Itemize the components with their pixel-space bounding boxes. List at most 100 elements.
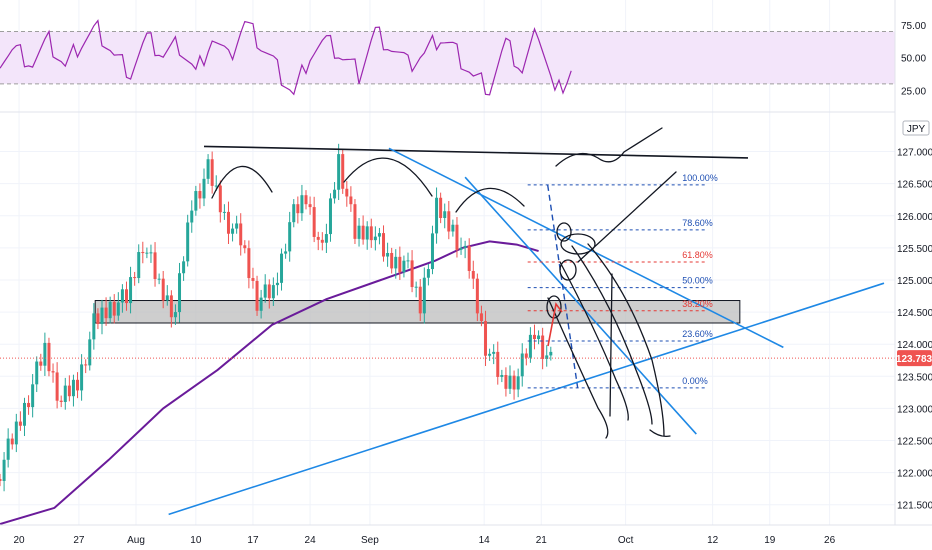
fib-level-label: 0.00% [682, 376, 708, 386]
candle-body [349, 196, 353, 205]
candle-body [59, 400, 63, 402]
candle-body [382, 233, 386, 257]
candle-body [288, 222, 292, 252]
candle-body [88, 339, 92, 366]
candle-body [153, 252, 157, 280]
fib-level-label: 38.20% [682, 299, 713, 309]
candle-body [129, 277, 133, 304]
candle-body [10, 438, 14, 445]
candle-body [35, 361, 39, 385]
candle-body [545, 355, 549, 359]
scenario-path-4 [587, 243, 665, 437]
candle-body [386, 252, 390, 257]
candle-body [471, 270, 475, 279]
price-tick-label: 123.500 [897, 372, 932, 383]
price-tick-label: 126.500 [897, 180, 932, 191]
candle-body [390, 252, 394, 269]
candle-body [198, 191, 202, 199]
candle-body [439, 197, 443, 218]
time-tick-label: 26 [824, 535, 836, 546]
candle-body [47, 342, 51, 372]
candle-body [369, 226, 373, 241]
time-tick-label: 24 [305, 535, 317, 546]
candle-body [202, 178, 206, 199]
candle-body [0, 479, 2, 481]
candle-body [194, 191, 198, 211]
candle-body [31, 384, 35, 408]
candle-body [443, 211, 447, 218]
candle-body [549, 351, 553, 356]
candle-body [532, 334, 536, 340]
candle-body [226, 211, 230, 234]
candle-body [161, 278, 165, 301]
candle-body [141, 252, 145, 254]
red-projection-arrow [547, 302, 563, 347]
candle-body [512, 375, 516, 390]
candle-body [255, 280, 259, 311]
candle-body [108, 301, 112, 319]
time-tick-label: 27 [73, 535, 85, 546]
candle-body [120, 289, 124, 303]
rsi-tick-label: 25.00 [901, 86, 926, 97]
candle-body [492, 351, 496, 354]
candle-body [479, 313, 483, 322]
rsi-axis-ticks: 75.00 50.00 25.00 [901, 21, 926, 97]
symbol-badge[interactable]: JPY [902, 120, 930, 136]
time-tick-label: 20 [13, 535, 25, 546]
fib-level-label: 100.00% [682, 173, 718, 183]
price-tick-label: 126.000 [897, 212, 932, 223]
candle-body [84, 364, 88, 366]
candle-body [475, 278, 479, 314]
candle-body [2, 459, 6, 481]
trendline [464, 176, 697, 435]
price-tick-label: 124.500 [897, 308, 932, 319]
candle-body [414, 286, 418, 288]
candle-body [520, 353, 524, 377]
time-tick-label: 12 [707, 535, 719, 546]
candle-body [337, 154, 341, 190]
circle-annotation-4 [556, 222, 572, 242]
price-tick-label: 122.000 [897, 469, 932, 480]
candle-body [51, 371, 55, 373]
support-zone [94, 300, 741, 324]
candle-body [239, 223, 243, 246]
candle-body [43, 342, 47, 366]
candle-body [422, 277, 426, 314]
rsi-tick-label: 75.00 [901, 21, 926, 32]
resistance-line [203, 145, 749, 159]
candle-body [63, 385, 67, 402]
time-tick-label: 19 [764, 535, 776, 546]
price-tick-label: 125.000 [897, 276, 932, 287]
candle-body [308, 204, 312, 208]
price-tick-label: 122.500 [897, 437, 932, 448]
candle-body [67, 385, 71, 397]
candle-body [222, 211, 226, 213]
time-tick-label: 10 [190, 535, 202, 546]
candle-body [39, 361, 43, 366]
candle-body [373, 236, 377, 241]
candles [0, 143, 553, 492]
candle-body [14, 421, 18, 445]
trendline [388, 147, 784, 349]
candle-body [284, 251, 288, 254]
candle-body [447, 211, 451, 232]
candle-body [206, 159, 210, 179]
last-price-tag: 123.783 [896, 350, 932, 367]
candle-body [541, 335, 545, 359]
scenario-path-1 [547, 297, 609, 439]
candle-body [365, 226, 369, 240]
candle-body [149, 252, 153, 254]
candle-body [516, 376, 520, 390]
candle-body [341, 154, 345, 189]
fib-level-label: 61.80% [682, 250, 713, 260]
price-axis-ticks: 127.000 126.500 126.000 125.500 125.000 124.5… [897, 148, 932, 512]
candle-body [394, 256, 398, 269]
candle-body [251, 278, 255, 281]
time-tick-label: Oct [618, 535, 634, 546]
candle-body [100, 307, 104, 324]
candle-body [280, 253, 284, 283]
price-tick-label: 127.000 [897, 148, 932, 159]
candle-body [247, 248, 251, 279]
